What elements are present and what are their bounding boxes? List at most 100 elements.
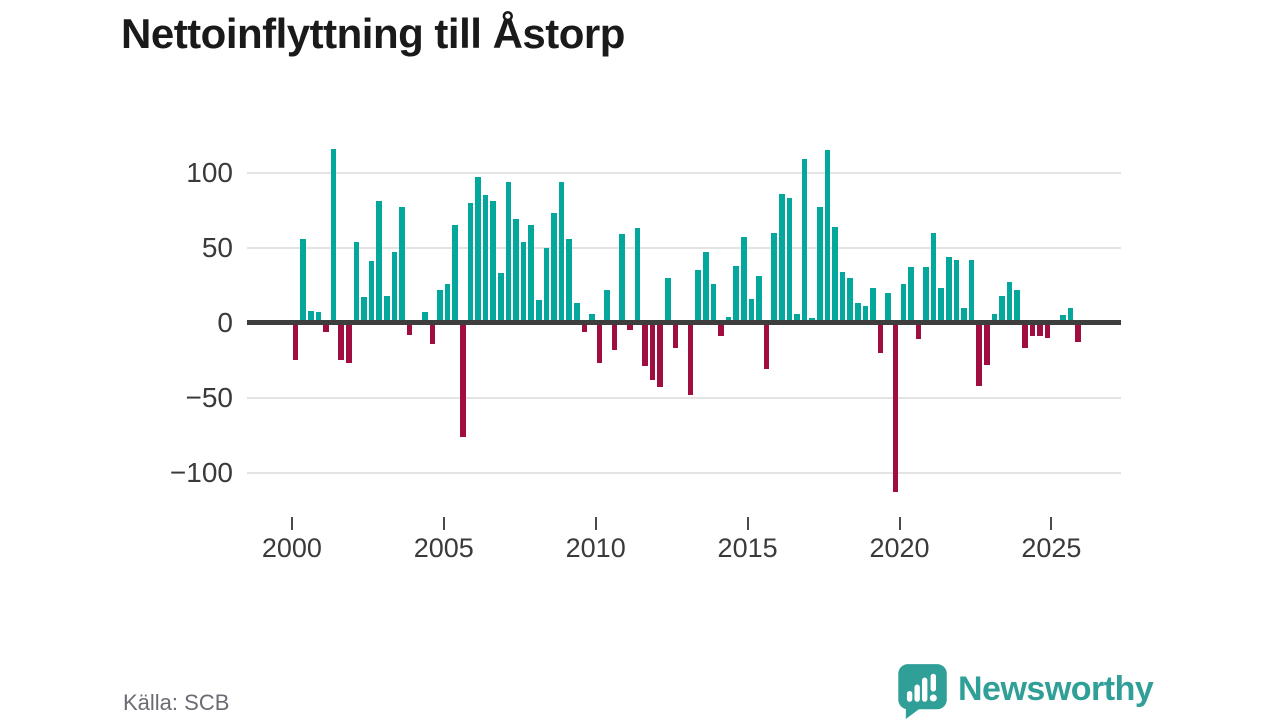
- bar-2015q4: [771, 232, 777, 323]
- bar-2018q1: [839, 271, 846, 323]
- bar-2005q2: [452, 225, 458, 323]
- gridline: [247, 246, 1121, 249]
- bar-2016q4: [801, 159, 808, 323]
- bar-2017q3: [824, 150, 831, 323]
- bar-2000q1: [292, 322, 299, 361]
- bar-2010q1: [596, 322, 603, 364]
- bar-2018q4: [862, 306, 869, 323]
- y-axis-tick-label: −50: [185, 381, 234, 413]
- bar-2024q1: [1022, 322, 1028, 349]
- bar-2016q2: [786, 198, 793, 323]
- bar-2011q3: [642, 322, 648, 367]
- bar-2021q1: [930, 232, 937, 323]
- bar-2012q1: [657, 322, 664, 388]
- bar-2007q3: [520, 241, 527, 323]
- bar-2002q2: [361, 297, 367, 323]
- bar-2019q1: [870, 288, 876, 323]
- source-label: Källa: SCB: [123, 690, 230, 715]
- bar-2008q2: [543, 247, 550, 323]
- bar-2004q3: [429, 322, 436, 344]
- bar-2002q3: [368, 261, 375, 323]
- bar-2024q2: [1029, 322, 1036, 337]
- bar-2009q1: [566, 238, 572, 323]
- y-axis-tick-label: 0: [217, 306, 233, 338]
- bar-2015q2: [756, 276, 762, 323]
- bar-2011q2: [634, 228, 641, 323]
- bar-2024q3: [1037, 322, 1043, 337]
- bar-2015q3: [763, 322, 770, 370]
- bar-2000q3: [308, 310, 314, 323]
- gridline: [247, 396, 1121, 399]
- bar-2013q2: [695, 270, 702, 323]
- brand-name: Newsworthy: [958, 670, 1154, 708]
- bar-2014q3: [733, 265, 739, 323]
- bar-2007q4: [528, 225, 534, 323]
- x-axis-tick-mark: [1050, 517, 1053, 530]
- bar-2012q3: [672, 322, 679, 349]
- bar-2025q2: [1059, 315, 1066, 323]
- bar-2020q1: [900, 283, 907, 323]
- bar-2003q3: [399, 207, 405, 323]
- bar-2006q2: [482, 195, 489, 323]
- bar-2010q3: [611, 322, 618, 350]
- x-axis-tick-label: 2020: [869, 533, 930, 563]
- x-axis-tick-mark: [290, 517, 293, 530]
- x-axis-tick-label: 2005: [413, 533, 474, 563]
- bar-2014q4: [741, 237, 747, 323]
- bar-2010q2: [604, 289, 610, 323]
- bar-2024q4: [1044, 322, 1051, 338]
- bar-2025q3: [1067, 307, 1074, 323]
- bar-2013q3: [703, 252, 709, 323]
- x-axis-tick-label: 2025: [1021, 533, 1082, 563]
- bar-2013q4: [710, 283, 717, 323]
- bar-2000q2: [300, 238, 307, 323]
- y-axis-tick-label: 100: [186, 156, 233, 188]
- newsworthy-logo-icon: [898, 664, 947, 719]
- bar-2011q1: [627, 322, 633, 331]
- bar-2022q2: [968, 259, 975, 323]
- x-axis-tick-label: 2000: [261, 533, 322, 563]
- bar-2016q3: [794, 313, 800, 323]
- x-axis-zero-line: [247, 320, 1121, 326]
- bar-2023q2: [999, 295, 1005, 323]
- bar-2019q2: [877, 322, 884, 353]
- bar-2008q1: [535, 300, 542, 323]
- bar-2009q2: [573, 303, 580, 323]
- bar-2003q4: [406, 322, 413, 335]
- bar-2006q3: [490, 201, 496, 323]
- x-axis-tick-mark: [594, 517, 597, 530]
- bar-2007q1: [505, 181, 512, 323]
- bar-2021q3: [946, 256, 952, 323]
- bar-2023q3: [1006, 282, 1013, 323]
- bar-2012q2: [665, 277, 671, 323]
- bar-2021q2: [938, 288, 945, 323]
- bar-2002q1: [353, 241, 360, 323]
- chart-title: Nettoinflyttning till Åstorp: [121, 10, 625, 57]
- bar-2019q4: [892, 322, 899, 493]
- bar-2005q3: [459, 322, 466, 437]
- x-axis-tick-mark: [746, 517, 749, 530]
- bar-2000q4: [315, 312, 322, 323]
- bar-2023q4: [1014, 289, 1021, 323]
- bar-2015q1: [748, 298, 755, 323]
- bar-2004q4: [437, 289, 443, 323]
- bar-2020q4: [923, 267, 929, 323]
- bar-2007q2: [513, 219, 519, 323]
- bar-2005q4: [467, 202, 474, 323]
- y-axis-tick-label: 50: [201, 231, 233, 263]
- bar-2013q1: [687, 322, 694, 395]
- bar-2004q2: [422, 312, 428, 323]
- bar-2008q3: [551, 213, 557, 323]
- bar-2005q1: [444, 283, 451, 323]
- bar-2001q2: [330, 148, 337, 323]
- bar-2014q2: [725, 316, 732, 323]
- bar-2003q1: [384, 295, 390, 323]
- bar-2023q1: [991, 313, 998, 323]
- x-axis-tick-mark: [898, 517, 901, 530]
- x-axis-tick-mark: [442, 517, 445, 530]
- y-axis-tick-label: −100: [169, 456, 233, 488]
- bar-2008q4: [558, 181, 565, 323]
- bar-2002q4: [376, 201, 383, 323]
